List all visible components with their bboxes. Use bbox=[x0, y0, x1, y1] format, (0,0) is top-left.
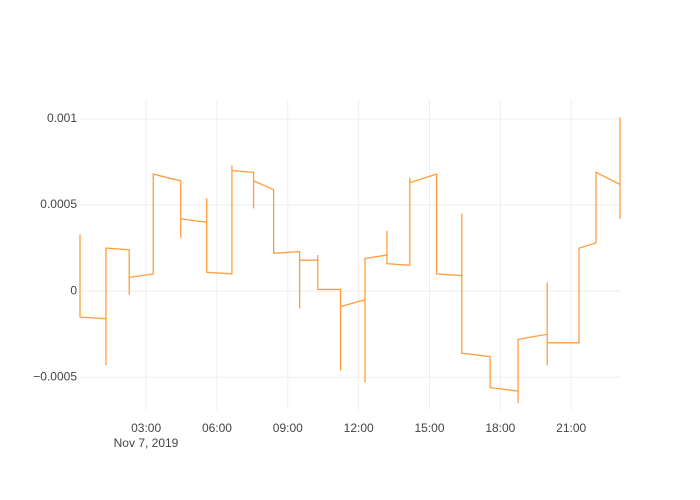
x-tick-label: 03:00 bbox=[131, 421, 161, 435]
data-line bbox=[79, 117, 621, 404]
y-tick-label: 0 bbox=[70, 283, 77, 297]
x-tick-label: 12:00 bbox=[344, 421, 374, 435]
y-tick-label: −0.0005 bbox=[33, 369, 77, 383]
x-date-label: Nov 7, 2019 bbox=[114, 436, 179, 450]
y-tick-label: 0.001 bbox=[47, 111, 77, 125]
x-tick-label: 09:00 bbox=[273, 421, 303, 435]
x-tick-label: 15:00 bbox=[414, 421, 444, 435]
x-tick-label: 06:00 bbox=[202, 421, 232, 435]
y-tick-label: 0.0005 bbox=[40, 197, 77, 211]
x-tick-label: 18:00 bbox=[485, 421, 515, 435]
x-tick-label: 21:00 bbox=[556, 421, 586, 435]
